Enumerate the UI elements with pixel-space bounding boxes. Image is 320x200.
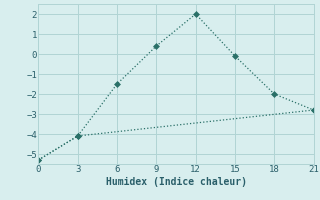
X-axis label: Humidex (Indice chaleur): Humidex (Indice chaleur) bbox=[106, 177, 246, 187]
